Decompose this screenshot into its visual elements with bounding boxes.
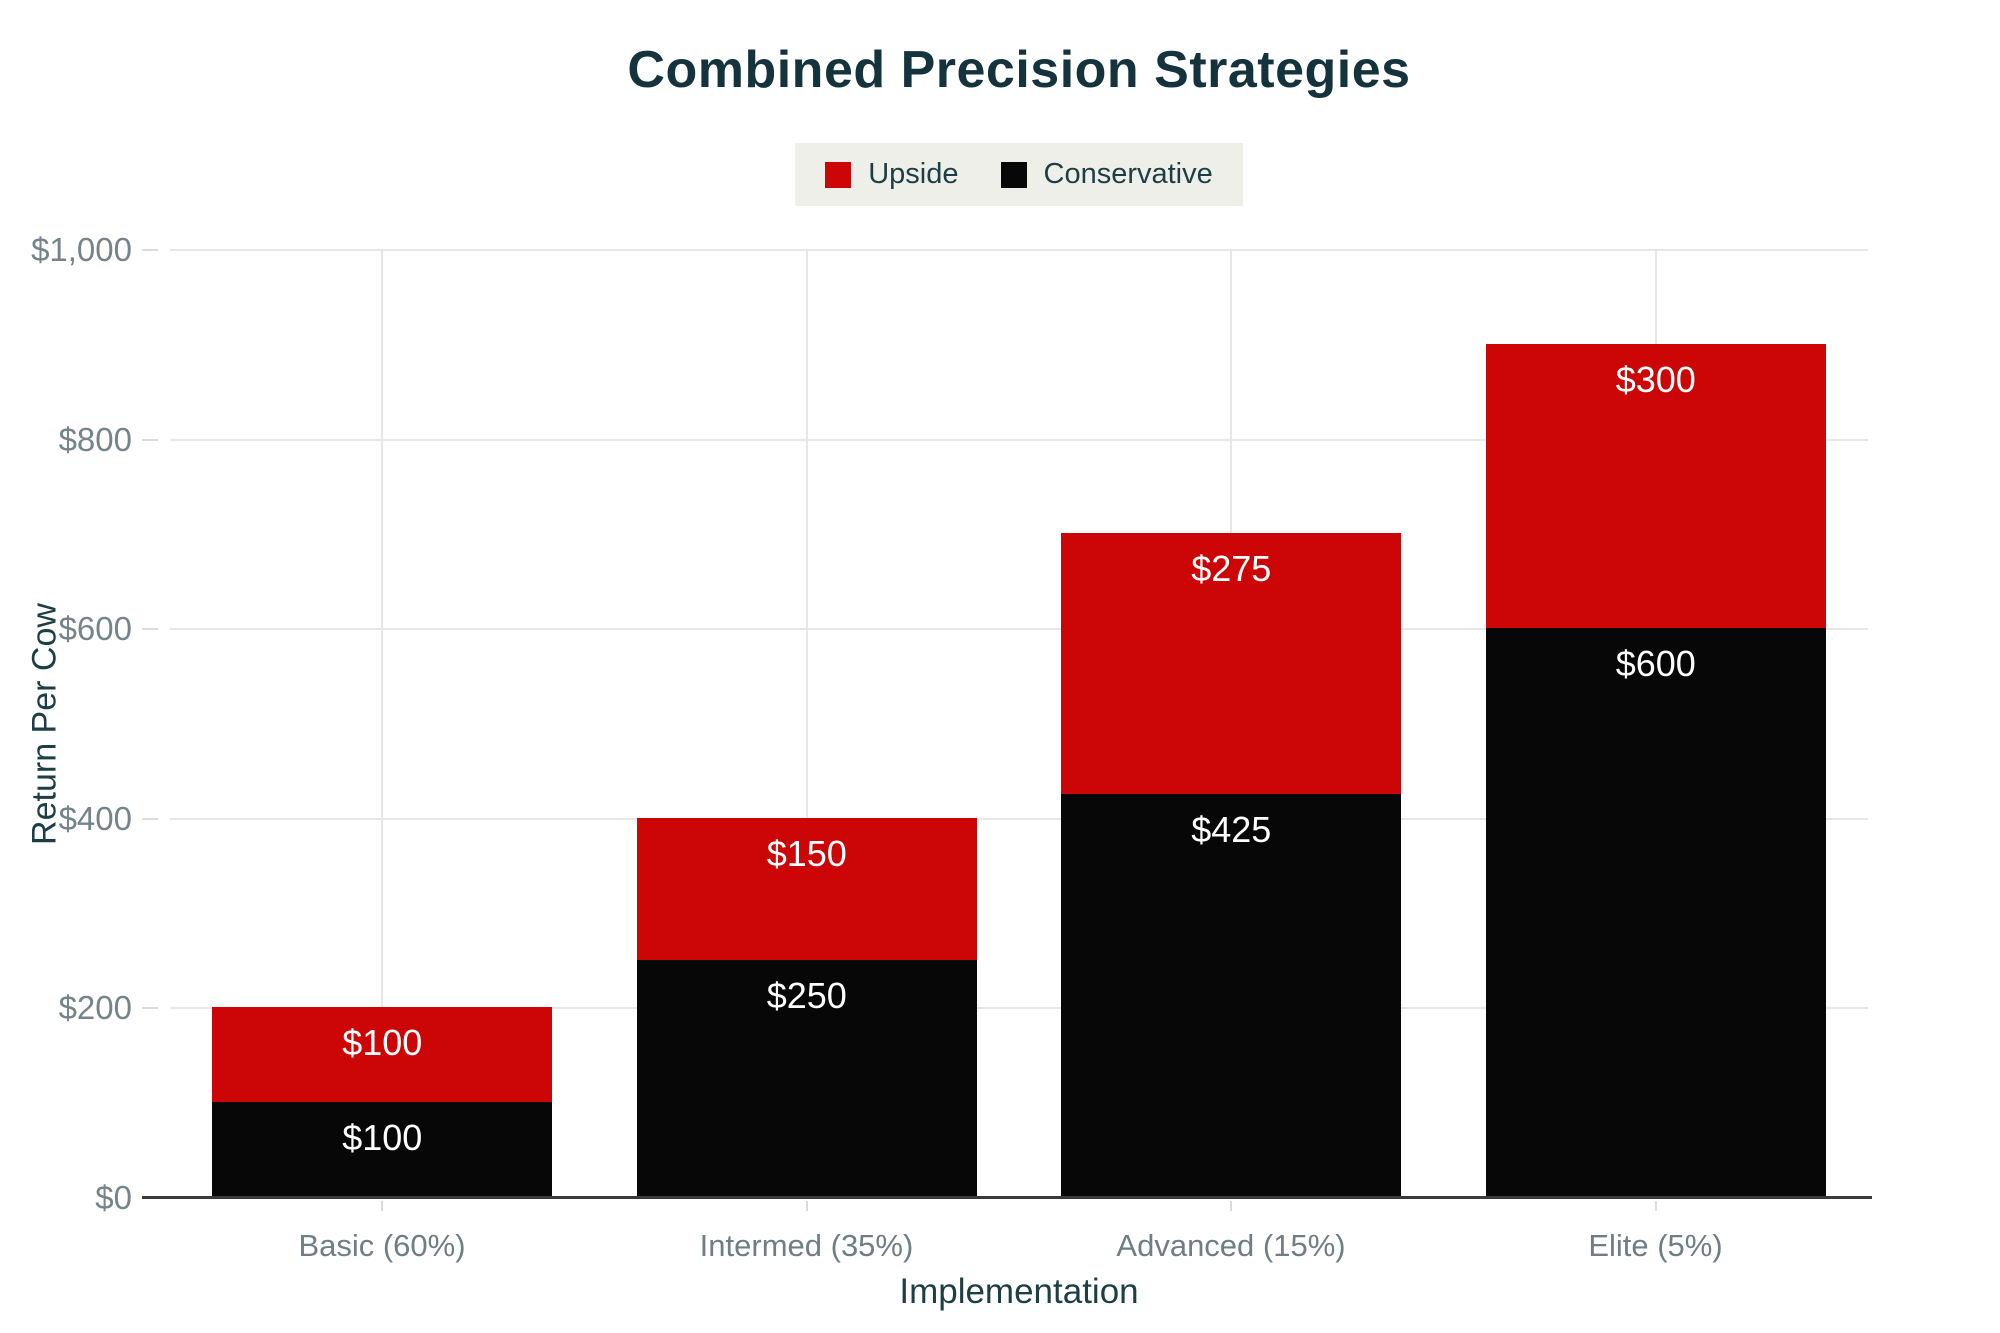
y-tick-mark-1-000 xyxy=(142,249,158,251)
gridline-horizontal-1-000 xyxy=(170,249,1868,251)
bar-segment-conservative-advanced-15[interactable]: $425 xyxy=(1061,794,1402,1197)
bar-advanced-15[interactable]: $275 $425 xyxy=(1061,533,1402,1197)
plot-area: $0 $200 $400 $600 $800 $1,000 $100 $100 $150 $250… xyxy=(31,232,1872,1263)
x-tick-mark-elite-5 xyxy=(1654,1201,1657,1211)
gridline-horizontal-400 xyxy=(170,817,1868,820)
chart-title: Combined Precision Strategies xyxy=(627,41,1411,99)
x-category-label-elite-5: Elite (5%) xyxy=(1588,1228,1723,1263)
bar-intermed-35[interactable]: $150 $250 xyxy=(636,817,977,1197)
gridline-horizontal-600 xyxy=(170,628,1868,631)
y-tick-label-400: $400 xyxy=(58,799,132,837)
bar-segment-upside-elite-5[interactable]: $300 xyxy=(1485,343,1826,629)
gridline-horizontal-200 xyxy=(170,1007,1868,1010)
bar-value-label-conservative-intermed-35: $250 xyxy=(766,975,847,1016)
x-tick-mark-advanced-15 xyxy=(1230,1201,1233,1211)
legend-item-conservative[interactable]: Conservative xyxy=(1000,158,1213,191)
gridline-horizontal-800 xyxy=(170,438,1868,441)
gridline-vertical-intermed-35 xyxy=(805,250,808,1198)
y-tick-label-600: $600 xyxy=(58,610,132,648)
bar-value-label-conservative-advanced-15: $425 xyxy=(1191,809,1272,851)
y-tick-mark-800 xyxy=(142,438,158,441)
x-tick-mark-basic-60 xyxy=(381,1201,384,1211)
bar-value-label-upside-basic-60: $100 xyxy=(342,1022,423,1064)
y-tick-label-0: $0 xyxy=(95,1179,132,1216)
bar-segment-conservative-intermed-35[interactable]: $250 xyxy=(636,960,977,1197)
bar-value-label-upside-elite-5: $300 xyxy=(1615,358,1696,400)
legend: Upside Conservative xyxy=(170,143,1868,206)
x-axis-line xyxy=(142,1196,1872,1199)
legend-swatch-upside-icon xyxy=(825,161,852,188)
bar-segment-conservative-elite-5[interactable]: $600 xyxy=(1485,628,1826,1197)
y-tick-label-200: $200 xyxy=(58,989,132,1027)
legend-item-upside[interactable]: Upside xyxy=(825,158,959,191)
x-category-label-advanced-15: Advanced (15%) xyxy=(1116,1228,1346,1263)
x-category-label-basic-60: Basic (60%) xyxy=(298,1228,466,1263)
bar-segment-upside-intermed-35[interactable]: $150 xyxy=(636,817,977,960)
bar-value-label-conservative-basic-60: $100 xyxy=(342,1117,423,1159)
legend-label-conservative: Conservative xyxy=(1043,158,1213,190)
bar-elite-5[interactable]: $300 $600 xyxy=(1485,343,1826,1197)
bar-segment-conservative-basic-60[interactable]: $100 xyxy=(212,1102,553,1197)
bar-value-label-conservative-elite-5: $600 xyxy=(1615,643,1696,685)
y-tick-label-1-000: $1,000 xyxy=(31,231,132,268)
bar-value-label-upside-advanced-15: $275 xyxy=(1191,548,1272,590)
legend-swatch-conservative-icon xyxy=(1000,161,1027,188)
bar-segment-upside-advanced-15[interactable]: $275 xyxy=(1061,533,1402,795)
bar-segment-upside-basic-60[interactable]: $100 xyxy=(212,1007,553,1103)
bar-value-label-upside-intermed-35: $150 xyxy=(766,832,847,874)
legend-label-upside: Upside xyxy=(868,158,959,190)
x-axis-title: Implementation xyxy=(899,1272,1139,1311)
legend-box: Upside Conservative xyxy=(795,143,1243,206)
y-tick-mark-400 xyxy=(142,817,158,820)
x-category-label-intermed-35: Intermed (35%) xyxy=(699,1228,914,1263)
y-tick-label-800: $800 xyxy=(58,420,132,458)
x-tick-mark-intermed-35 xyxy=(805,1201,808,1211)
bar-basic-60[interactable]: $100 $100 xyxy=(212,1007,553,1197)
gridline-vertical-basic-60 xyxy=(381,250,384,1198)
y-tick-mark-600 xyxy=(142,628,158,631)
y-tick-mark-200 xyxy=(142,1007,158,1010)
